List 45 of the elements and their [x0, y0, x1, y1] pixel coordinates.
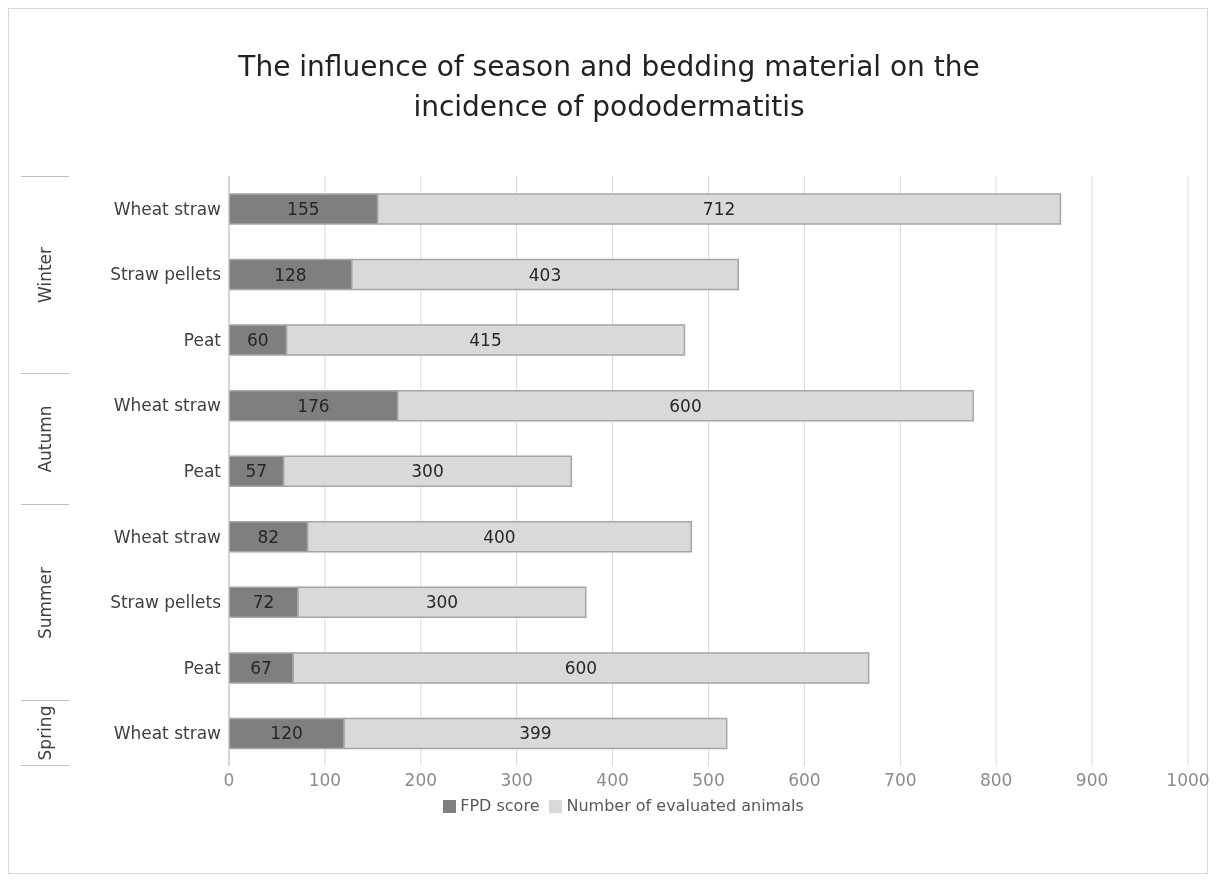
x-tick-label: 100 — [308, 770, 342, 791]
y-tick-label: Straw pellets — [110, 592, 222, 613]
chart-title: The influence of season and bedding material on the incidence of pododermatitis — [237, 49, 981, 125]
x-tick-label: 500 — [692, 770, 725, 791]
y-tick-label: Wheat straw — [113, 198, 222, 219]
season-group: Autumn — [21, 372, 69, 504]
y-tick-label: Peat — [183, 657, 222, 678]
data-label: 82 — [257, 526, 280, 547]
data-label: 67 — [250, 657, 272, 678]
x-tick-label: 1000 — [1166, 770, 1210, 791]
x-tick-label: 400 — [596, 770, 629, 791]
y-tick-label: Wheat straw — [113, 526, 222, 547]
season-group: Summer — [21, 503, 69, 701]
data-label: 72 — [252, 592, 275, 613]
data-label: 120 — [270, 723, 303, 744]
y-tick-label: Straw pellets — [110, 264, 222, 285]
x-tick-label: 300 — [500, 770, 533, 791]
data-label: 300 — [425, 592, 459, 613]
y-tick-label: Peat — [183, 329, 222, 350]
x-tick-label: 700 — [884, 770, 917, 791]
y-tick-label: Wheat straw — [113, 395, 222, 416]
data-label: 155 — [287, 199, 320, 220]
legend-label: FPD score — [460, 796, 540, 815]
data-label: 600 — [564, 657, 598, 678]
data-label: 57 — [245, 461, 268, 482]
data-label: 300 — [411, 461, 444, 482]
data-label: 399 — [519, 723, 552, 744]
data-label: 60 — [246, 330, 269, 351]
data-label: 600 — [669, 395, 702, 416]
x-tick-label: 0 — [223, 770, 235, 791]
data-label: 128 — [274, 264, 307, 285]
data-label: 403 — [528, 264, 562, 285]
season-group: Spring — [21, 700, 69, 766]
data-label: 712 — [702, 199, 736, 220]
x-tick-label: 600 — [788, 770, 821, 791]
x-tick-label: 200 — [404, 770, 438, 791]
season-group: Winter — [21, 176, 69, 373]
data-label: 400 — [483, 526, 516, 547]
y-tick-label: Wheat straw — [113, 723, 222, 744]
data-label: 415 — [469, 330, 502, 351]
y-tick-label: Peat — [183, 461, 222, 482]
legend-label: Number of evaluated animals — [566, 796, 804, 815]
data-label: 176 — [297, 395, 330, 416]
x-tick-label: 900 — [1075, 770, 1109, 791]
x-tick-label: 800 — [979, 770, 1013, 791]
